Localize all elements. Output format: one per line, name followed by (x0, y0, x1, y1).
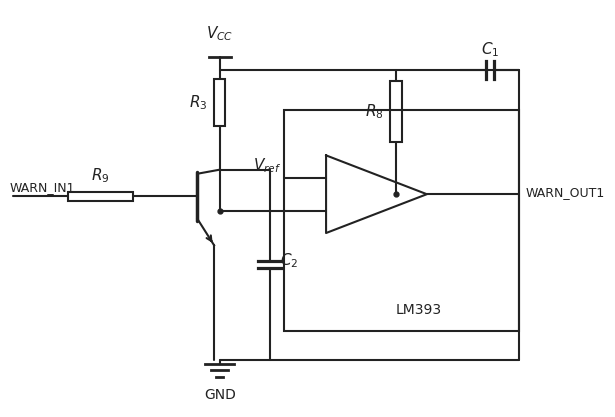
Text: $R_9$: $R_9$ (92, 166, 110, 185)
Bar (284, 111, 519, 331)
Text: $C_1$: $C_1$ (481, 40, 499, 59)
Bar (391, 81, 402, 142)
Text: WARN_IN1: WARN_IN1 (10, 181, 75, 194)
Text: GND: GND (204, 388, 236, 402)
Bar (68, 192, 133, 201)
Text: LM393: LM393 (395, 303, 442, 317)
Text: WARN_OUT1: WARN_OUT1 (526, 186, 605, 198)
Text: $V_{ref}$: $V_{ref}$ (253, 156, 281, 175)
Bar (214, 79, 225, 126)
Text: $C_2$: $C_2$ (280, 251, 298, 270)
Text: $R_3$: $R_3$ (189, 93, 207, 112)
Text: $V_{CC}$: $V_{CC}$ (206, 24, 233, 43)
Text: $R_8$: $R_8$ (365, 102, 384, 121)
